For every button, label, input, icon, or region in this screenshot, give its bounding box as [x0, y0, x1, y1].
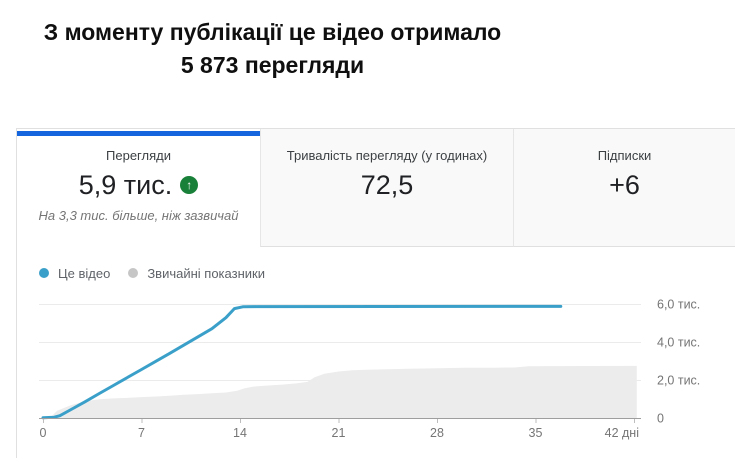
tab-watch-time-label: Тривалість перегляду (у годинах): [286, 148, 488, 163]
page-title: З моменту публікації це відео отримало 5…: [0, 0, 545, 96]
y-axis-tick-label: 0: [657, 412, 664, 426]
y-axis-tick-label: 2,0 тис.: [657, 374, 700, 388]
line-chart-svg[interactable]: 0 2,0 тис. 4,0 тис. 6,0 тис. 0 7 14 21 28 35 42 дн…: [17, 286, 735, 459]
page-title-line2: 5 873 перегляди: [180, 52, 365, 78]
tab-views-value: 5,9 тис.: [78, 170, 173, 200]
this-video-line: [41, 304, 563, 420]
x-axis-tick-label: 35: [529, 426, 543, 440]
tab-watch-time-value: 72,5: [360, 170, 414, 200]
x-axis-tick-label: 7: [138, 426, 145, 440]
typical-performance-area: [43, 365, 637, 418]
analytics-chart[interactable]: 0 2,0 тис. 4,0 тис. 6,0 тис. 0 7 14 21 28 35 42 дн…: [17, 286, 735, 464]
y-axis-tick-label: 6,0 тис.: [657, 298, 700, 312]
chart-legend: Це відео Звичайні показники: [17, 247, 735, 284]
this-video-dot-icon: [39, 268, 49, 278]
tab-views-label: Перегляди: [106, 148, 171, 163]
active-tab-indicator: [17, 131, 260, 136]
tab-views[interactable]: Перегляди 5,9 тис. ↑ На 3,3 тис. більше,…: [17, 129, 260, 247]
metric-tabs: Перегляди 5,9 тис. ↑ На 3,3 тис. більше,…: [17, 129, 735, 247]
tab-subscriptions-label: Підписки: [597, 148, 652, 163]
legend-item-typical[interactable]: Звичайні показники: [128, 266, 265, 281]
x-axis-tick-label: 42 дні: [605, 426, 639, 440]
x-axis-tick-label: 28: [430, 426, 444, 440]
tab-watch-time[interactable]: Тривалість перегляду (у годинах) 72,5: [260, 129, 513, 247]
tab-subscriptions-value: +6: [609, 170, 640, 200]
legend-item-this-video[interactable]: Це відео: [39, 266, 110, 281]
legend-label-this-video: Це відео: [58, 265, 111, 281]
tab-views-note: На 3,3 тис. більше, ніж зазвичай: [38, 208, 239, 223]
arrow-up-circle-icon: ↑: [180, 176, 199, 194]
x-axis-tick-label: 21: [332, 426, 346, 440]
legend-label-typical: Звичайні показники: [147, 265, 265, 281]
page-title-line1: З моменту публікації це відео отримало: [43, 19, 502, 45]
x-axis-tick-label: 14: [233, 426, 247, 440]
tab-subscriptions[interactable]: Підписки +6: [513, 129, 735, 247]
typical-dot-icon: [128, 268, 139, 278]
analytics-card: Перегляди 5,9 тис. ↑ На 3,3 тис. більше,…: [16, 128, 735, 458]
y-axis-tick-label: 4,0 тис.: [657, 336, 700, 350]
x-axis-tick-label: 0: [40, 426, 47, 440]
